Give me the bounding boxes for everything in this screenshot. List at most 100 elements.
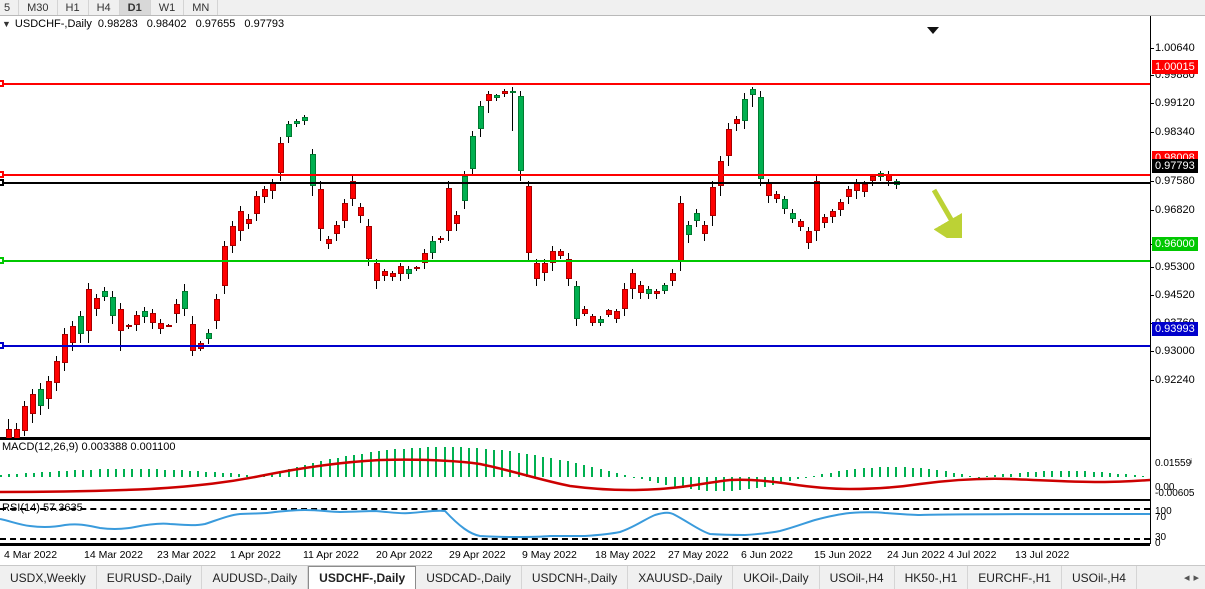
candle-body[interactable] [286,124,292,137]
candle-body[interactable] [270,183,276,191]
candle-body[interactable] [502,91,508,94]
candle-body[interactable] [726,129,732,156]
candle-body[interactable] [838,202,844,210]
candle-body[interactable] [382,271,388,276]
candle-body[interactable] [710,187,716,216]
tf-item-h4[interactable]: H4 [89,0,120,15]
candle-body[interactable] [606,310,612,315]
candle-body[interactable] [398,266,404,274]
candle-body[interactable] [262,189,268,197]
candle-body[interactable] [734,119,740,124]
tab-hk50-[interactable]: HK50-,H1 [895,566,969,589]
tf-item-5[interactable]: 5 [0,0,19,15]
tab-usdchf-[interactable]: USDCHF-,Daily [308,566,416,589]
candle-body[interactable] [798,221,804,227]
symbol-dropdown-arrow[interactable]: ▼ [2,19,11,29]
candle-body[interactable] [134,315,140,325]
tf-item-d1[interactable]: D1 [120,0,151,15]
tab-eurusd-[interactable]: EURUSD-,Daily [97,566,203,589]
candle-body[interactable] [166,325,172,327]
candle-body[interactable] [702,225,708,234]
macd-axis-right[interactable]: 0.01559ͥ 0.00 -0.00605 [1150,438,1205,500]
candle-body[interactable] [862,184,868,192]
tf-item-mn[interactable]: MN [184,0,218,15]
blue-line[interactable] [0,345,1150,347]
candle-body[interactable] [678,203,684,261]
candle-body[interactable] [750,89,756,95]
candle-body[interactable] [742,99,748,121]
candle-body[interactable] [814,181,820,231]
tf-item-h1[interactable]: H1 [58,0,89,15]
tab-scroll-right-icon[interactable]: ▸ [1193,571,1199,584]
date-axis[interactable]: 4 Mar 2022 14 Mar 2022 23 Mar 2022 1 Apr 20… [0,544,1150,565]
macd-indicator-pane[interactable]: MACD(12,26,9) 0.003388 0.001100 [0,438,1150,500]
candle-body[interactable] [686,225,692,235]
tab-scroll-left-icon[interactable]: ◂ [1184,571,1190,584]
candle-body[interactable] [182,291,188,309]
tab-xauusd-[interactable]: XAUUSD-,Daily [628,566,733,589]
candle-body[interactable] [206,333,212,339]
candle-body[interactable] [414,267,420,269]
candle-body[interactable] [494,95,500,98]
candle-body[interactable] [294,121,300,124]
tab-usdcnh-[interactable]: USDCNH-,Daily [522,566,628,589]
candle-body[interactable] [638,285,644,293]
candle-body[interactable] [254,196,260,214]
candle-body[interactable] [54,361,60,383]
candle-body[interactable] [302,117,308,121]
candle-body[interactable] [446,188,452,231]
candle-body[interactable] [870,176,876,181]
candle-body[interactable] [534,263,540,279]
candle-body[interactable] [278,143,284,173]
rsi-axis-right[interactable]: 100 70 30 0 [1150,500,1205,544]
candle-body[interactable] [758,97,764,179]
tab-usdx[interactable]: USDX,Weekly [0,566,97,589]
candle-body[interactable] [158,323,164,329]
candle-body[interactable] [374,263,380,281]
candle-body[interactable] [438,238,444,240]
candle-body[interactable] [470,136,476,169]
candle-body[interactable] [566,259,572,279]
tab-usdcad-[interactable]: USDCAD-,Daily [416,566,522,589]
candle-body[interactable] [830,211,836,217]
tab-usoil-[interactable]: USOil-,H4 [1062,566,1137,589]
candle-body[interactable] [118,309,124,331]
candle-body[interactable] [62,334,68,363]
candle-body[interactable] [366,226,372,259]
mid-red-line[interactable] [0,174,1150,176]
tf-item-w1[interactable]: W1 [151,0,185,15]
candle-body[interactable] [142,311,148,317]
candle-body[interactable] [454,215,460,224]
candle-body[interactable] [222,246,228,286]
candle-body[interactable] [822,217,828,223]
candle-body[interactable] [774,194,780,199]
candle-body[interactable] [598,319,604,323]
candle-body[interactable] [70,326,76,343]
candle-body[interactable] [334,225,340,234]
candle-wick[interactable] [512,87,513,131]
candle-body[interactable] [582,309,588,314]
candle-body[interactable] [510,91,516,93]
candle-body[interactable] [622,289,628,309]
tf-item-m30[interactable]: M30 [19,0,57,15]
candle-body[interactable] [670,273,676,281]
candle-body[interactable] [102,291,108,297]
candle-body[interactable] [694,213,700,221]
candle-body[interactable] [646,289,652,294]
tab-eurchf-[interactable]: EURCHF-,H1 [968,566,1062,589]
candle-body[interactable] [766,183,772,196]
candle-body[interactable] [238,211,244,231]
candle-body[interactable] [630,273,636,289]
candle-body[interactable] [390,273,396,277]
candle-body[interactable] [526,186,532,253]
candlestick-series[interactable] [0,31,1150,423]
candle-body[interactable] [94,298,100,309]
candle-body[interactable] [590,316,596,323]
candle-body[interactable] [462,176,468,201]
candle-body[interactable] [358,207,364,216]
candle-body[interactable] [790,213,796,219]
green-line[interactable] [0,260,1150,262]
candle-body[interactable] [30,394,36,414]
upper-red-line[interactable] [0,83,1150,85]
price-chart-pane[interactable]: ▼ USDCHF-,Daily 0.98283 0.98402 0.97655 … [0,16,1150,438]
